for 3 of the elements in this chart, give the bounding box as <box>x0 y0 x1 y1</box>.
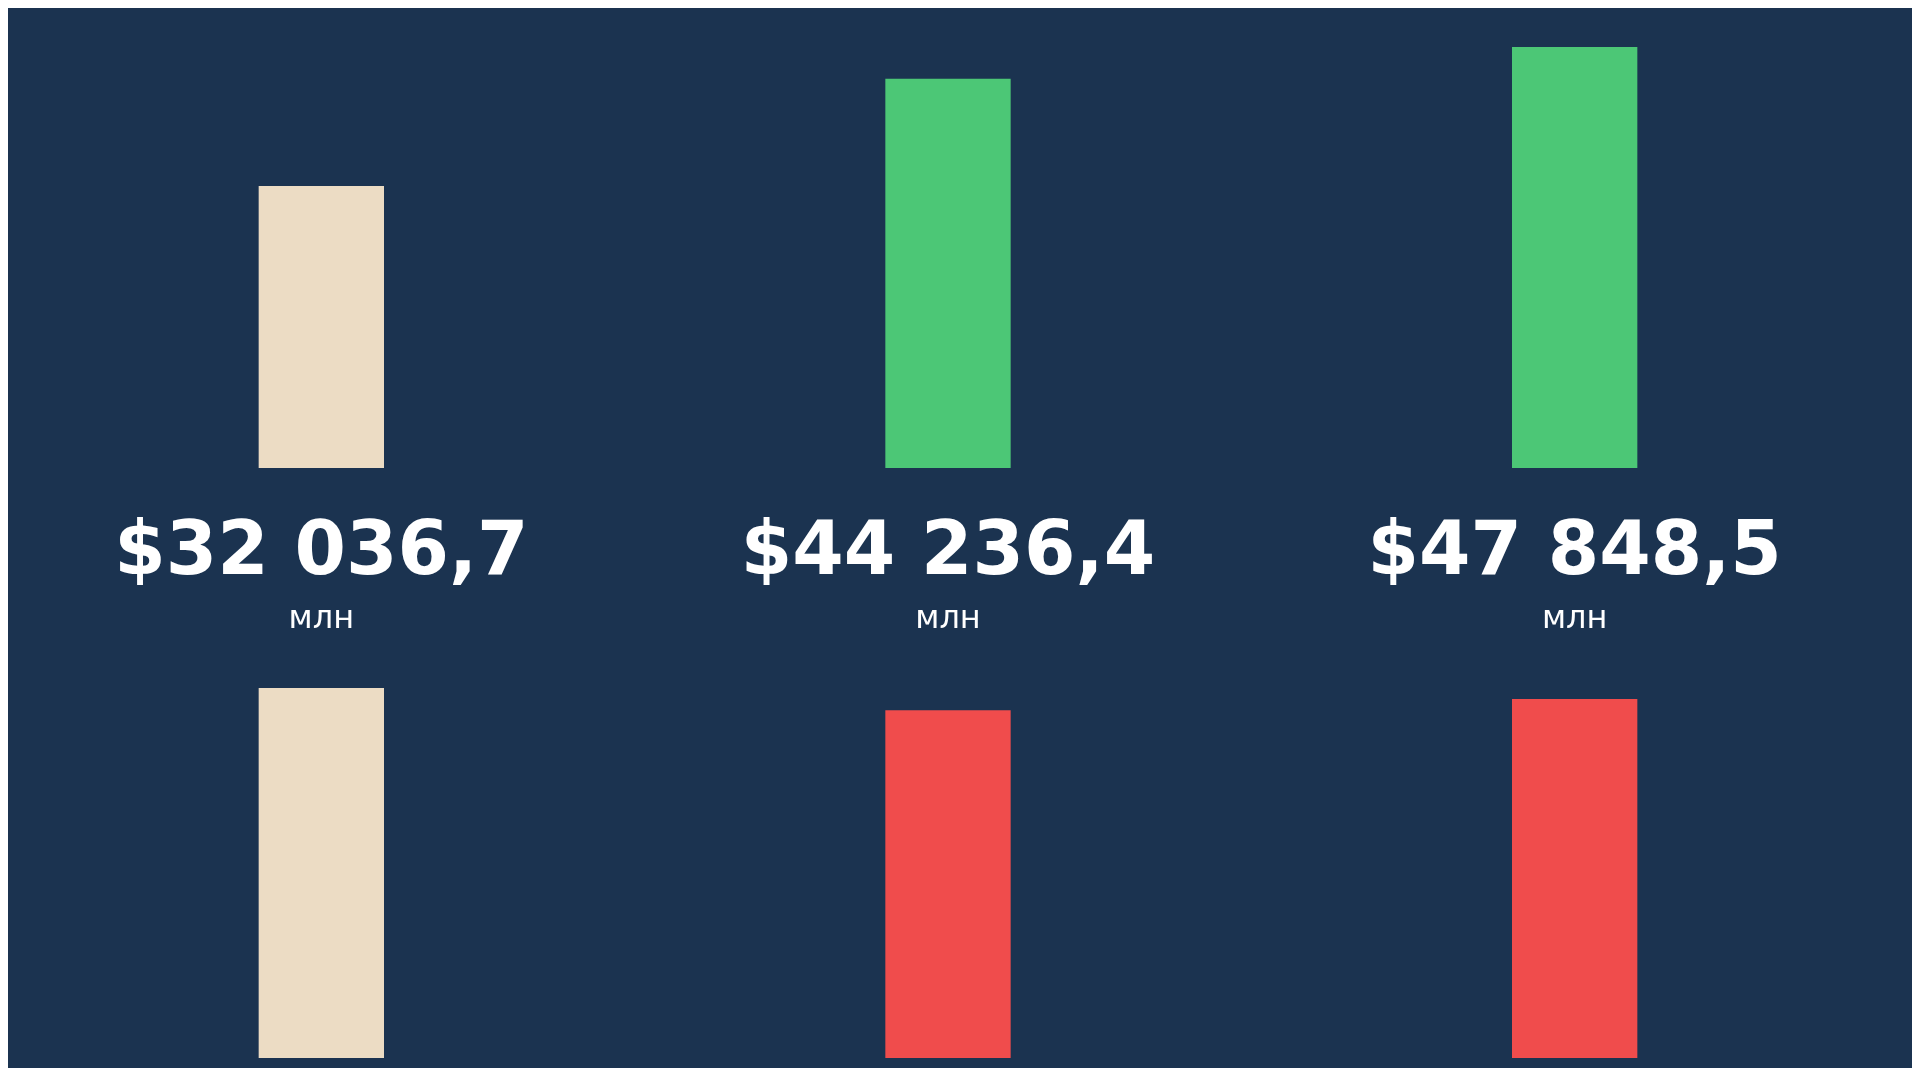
data-label: $32 036,7 млн <box>114 505 529 637</box>
data-label: $47 848,5 млн <box>1367 505 1782 637</box>
data-label: $44 236,4 млн <box>740 505 1156 637</box>
